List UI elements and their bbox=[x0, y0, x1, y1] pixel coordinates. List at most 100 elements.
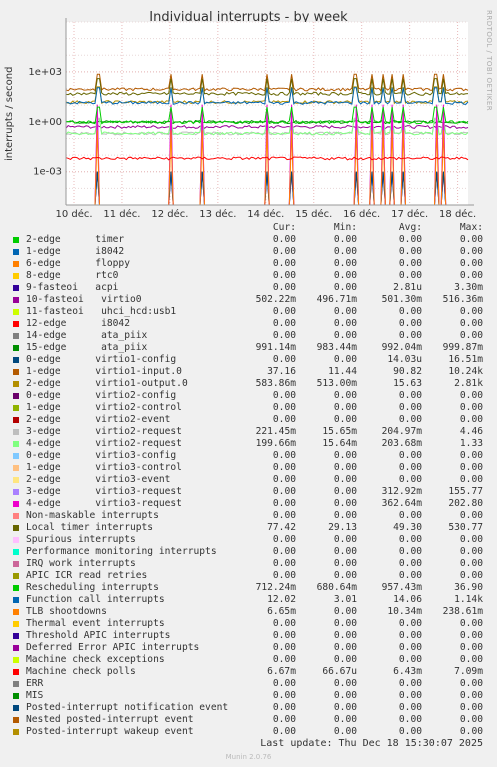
legend-series-name: 2-edge virtio3-event bbox=[26, 474, 171, 485]
legend-min-value: 0.00 bbox=[333, 570, 357, 581]
legend-avg-value: 204.97m bbox=[381, 426, 422, 437]
legend-min-value: 0.00 bbox=[333, 390, 357, 401]
legend-avg-value: 0.00 bbox=[398, 234, 422, 245]
legend-series-name: Machine check polls bbox=[26, 666, 136, 677]
legend-max-value: 1.33 bbox=[459, 438, 483, 449]
legend-max-value: 0.00 bbox=[459, 534, 483, 545]
legend-min-value: 0.00 bbox=[333, 414, 357, 425]
header-min: Min: bbox=[333, 222, 357, 233]
x-tick-label: 12 déc. bbox=[151, 208, 188, 220]
legend-min-value: 0.00 bbox=[333, 654, 357, 665]
legend-row: 12-edge i8042 0.00 0.00 0.00 0.00 bbox=[13, 318, 483, 330]
legend-cur-value: 0.00 bbox=[272, 354, 296, 365]
legend-swatch bbox=[13, 441, 19, 447]
legend-swatch bbox=[13, 393, 19, 399]
legend-series-name: Machine check exceptions bbox=[26, 654, 165, 665]
legend-avg-value: 0.00 bbox=[398, 306, 422, 317]
legend-avg-value: 0.00 bbox=[398, 330, 422, 341]
legend-avg-value: 0.00 bbox=[398, 474, 422, 485]
legend-swatch bbox=[13, 657, 19, 663]
legend-min-value: 0.00 bbox=[333, 270, 357, 281]
legend-row: Deferred Error APIC interrupts 0.00 0.00 0.… bbox=[13, 642, 483, 654]
legend-series-name: 12-edge i8042 bbox=[26, 318, 130, 329]
legend-cur-value: 0.00 bbox=[272, 330, 296, 341]
legend-swatch bbox=[13, 585, 19, 591]
legend-cur-value: 583.86m bbox=[255, 378, 296, 389]
legend-series-name: Spurious interrupts bbox=[26, 534, 136, 545]
legend-min-value: 0.00 bbox=[333, 606, 357, 617]
munin-version: Munin 2.0.76 bbox=[225, 753, 272, 761]
legend-series-name: TLB shootdowns bbox=[26, 606, 107, 617]
legend-row: 3-edge virtio3-request 0.00 0.00 312.92m 155… bbox=[13, 486, 483, 498]
x-tick-label: 17 déc. bbox=[391, 208, 428, 220]
legend-cur-value: 0.00 bbox=[272, 486, 296, 497]
legend-avg-value: 957.43m bbox=[381, 582, 422, 593]
legend-cur-value: 0.00 bbox=[272, 414, 296, 425]
legend-cur-value: 0.00 bbox=[272, 654, 296, 665]
legend-row: MIS 0.00 0.00 0.00 0.00 bbox=[13, 690, 483, 702]
legend-row: Performance monitoring interrupts 0.00 0.0… bbox=[13, 546, 483, 558]
legend-min-value: 3.01 bbox=[333, 594, 357, 605]
legend-swatch bbox=[13, 633, 19, 639]
legend-row: 0-edge virtio3-config 0.00 0.00 0.00 0.00 bbox=[13, 450, 483, 462]
legend-cur-value: 712.24m bbox=[255, 582, 296, 593]
legend-series-name: 15-edge ata_piix bbox=[26, 342, 148, 353]
legend-swatch bbox=[13, 609, 19, 615]
legend-series-name: 1-edge virtio2-control bbox=[26, 402, 182, 413]
legend-min-value: 0.00 bbox=[333, 618, 357, 629]
legend-min-value: 0.00 bbox=[333, 558, 357, 569]
legend-row: 1-edge virtio2-control 0.00 0.00 0.00 0.00 bbox=[13, 402, 483, 414]
legend-avg-value: 0.00 bbox=[398, 618, 422, 629]
legend-max-value: 999.87m bbox=[442, 342, 483, 353]
legend-max-value: 0.00 bbox=[459, 258, 483, 269]
legend-cur-value: 502.22m bbox=[255, 294, 296, 305]
legend-avg-value: 0.00 bbox=[398, 678, 422, 689]
legend-max-value: 36.90 bbox=[454, 582, 483, 593]
series-line-36 bbox=[65, 156, 469, 161]
legend-avg-value: 15.63 bbox=[393, 378, 422, 389]
legend-row: Machine check polls 6.67m 66.67u 6.43m 7.09m bbox=[13, 666, 483, 678]
legend-swatch bbox=[13, 489, 19, 495]
legend-max-value: 516.36m bbox=[442, 294, 483, 305]
rrdtool-credit: RRDTOOL / TOBI OETIKER bbox=[485, 10, 493, 112]
legend-min-value: 0.00 bbox=[333, 330, 357, 341]
legend-min-value: 0.00 bbox=[333, 354, 357, 365]
header-avg: Avg: bbox=[398, 222, 422, 233]
legend-max-value: 0.00 bbox=[459, 462, 483, 473]
legend-cur-value: 0.00 bbox=[272, 282, 296, 293]
x-tick-label: 16 déc. bbox=[343, 208, 380, 220]
legend-cur-value: 0.00 bbox=[272, 402, 296, 413]
legend-series-name: 14-edge ata_piix bbox=[26, 330, 148, 341]
legend-min-value: 0.00 bbox=[333, 246, 357, 257]
legend-swatch bbox=[13, 645, 19, 651]
chart-title: Individual interrupts - by week bbox=[149, 10, 348, 25]
legend-swatch bbox=[13, 693, 19, 699]
legend-swatch bbox=[13, 549, 19, 555]
legend-cur-value: 221.45m bbox=[255, 426, 296, 437]
legend-swatch bbox=[13, 537, 19, 543]
legend-avg-value: 0.00 bbox=[398, 510, 422, 521]
legend-max-value: 0.00 bbox=[459, 702, 483, 713]
legend-avg-value: 49.30 bbox=[393, 522, 422, 533]
legend-max-value: 0.00 bbox=[459, 270, 483, 281]
legend-swatch bbox=[13, 261, 19, 267]
x-tick-label: 11 déc. bbox=[103, 208, 140, 220]
legend-max-value: 0.00 bbox=[459, 714, 483, 725]
legend-cur-value: 0.00 bbox=[272, 246, 296, 257]
legend-min-value: 0.00 bbox=[333, 282, 357, 293]
legend-min-value: 0.00 bbox=[333, 702, 357, 713]
legend-min-value: 0.00 bbox=[333, 306, 357, 317]
y-tick-label: 1e-03 bbox=[33, 167, 62, 178]
legend-max-value: 530.77 bbox=[448, 522, 483, 533]
axes: 1e-03 1e+00 1e+03 10 déc. 11 déc. 12 déc. 13 d… bbox=[28, 18, 476, 220]
header-max: Max: bbox=[459, 222, 483, 233]
legend-max-value: 155.77 bbox=[448, 486, 483, 497]
legend-avg-value: 0.00 bbox=[398, 642, 422, 653]
legend-row: ERR 0.00 0.00 0.00 0.00 bbox=[13, 678, 483, 690]
legend-series-name: 2-edge virtio1-output.0 bbox=[26, 378, 188, 389]
legend-avg-value: 0.00 bbox=[398, 402, 422, 413]
legend-cur-value: 37.16 bbox=[267, 366, 296, 377]
legend-swatch bbox=[13, 321, 19, 327]
legend-cur-value: 0.00 bbox=[272, 570, 296, 581]
legend-min-value: 513.00m bbox=[316, 378, 357, 389]
